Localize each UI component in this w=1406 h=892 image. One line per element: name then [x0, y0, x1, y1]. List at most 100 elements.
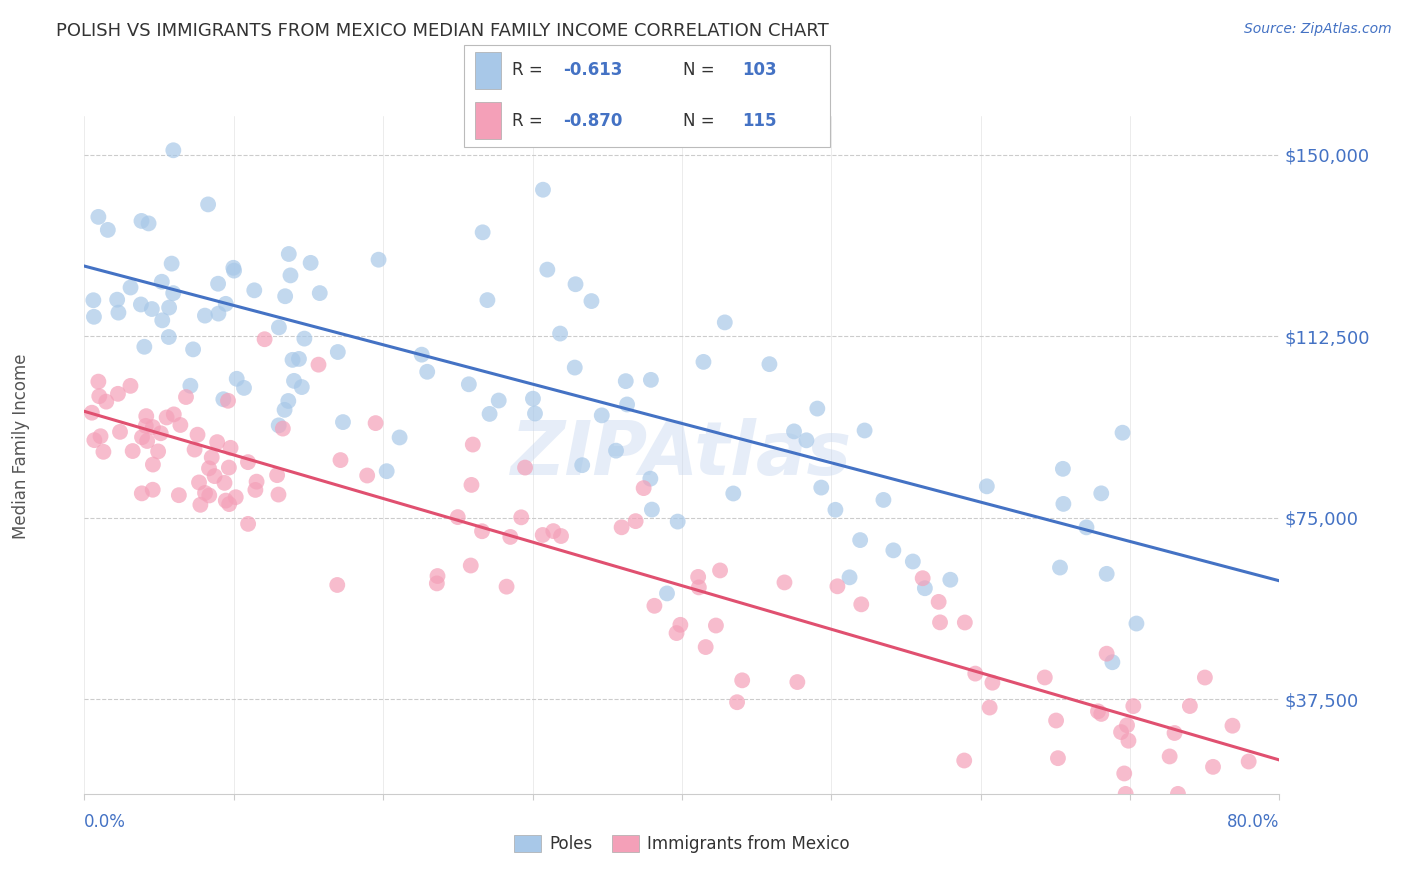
- Point: [488, 393, 510, 408]
- Point: [236, 455, 259, 469]
- Point: [725, 695, 748, 709]
- Point: [222, 263, 245, 277]
- Point: [87, 375, 110, 389]
- Text: R =: R =: [512, 112, 547, 129]
- Text: ZIPAtlas: ZIPAtlas: [512, 418, 852, 491]
- Point: [543, 524, 565, 538]
- Point: [183, 442, 205, 457]
- Point: [219, 441, 242, 455]
- Point: [89, 389, 111, 403]
- Point: [1046, 751, 1069, 765]
- Point: [90, 429, 112, 443]
- Point: [1116, 718, 1139, 732]
- Point: [274, 289, 297, 303]
- Text: N =: N =: [683, 112, 720, 129]
- Point: [643, 599, 665, 613]
- Point: [273, 402, 295, 417]
- Point: [605, 443, 627, 458]
- Point: [267, 320, 290, 334]
- Point: [953, 754, 976, 768]
- Point: [299, 256, 322, 270]
- Point: [142, 420, 165, 434]
- Point: [326, 345, 349, 359]
- Point: [280, 268, 302, 283]
- Point: [471, 524, 494, 539]
- Point: [457, 377, 479, 392]
- Point: [827, 579, 849, 593]
- Text: 103: 103: [742, 62, 776, 79]
- Point: [129, 297, 152, 311]
- Point: [308, 358, 330, 372]
- Point: [1076, 520, 1098, 534]
- Point: [411, 348, 433, 362]
- Point: [796, 434, 818, 448]
- Point: [616, 397, 638, 411]
- Text: 115: 115: [742, 112, 776, 129]
- Point: [1090, 486, 1112, 500]
- Point: [911, 571, 934, 585]
- Point: [356, 468, 378, 483]
- Point: [536, 262, 558, 277]
- Point: [169, 417, 191, 432]
- Point: [179, 378, 201, 392]
- Text: 0.0%: 0.0%: [84, 814, 127, 831]
- Point: [641, 502, 664, 516]
- Point: [134, 340, 156, 354]
- Point: [471, 225, 494, 239]
- Point: [522, 392, 544, 406]
- Point: [198, 461, 221, 475]
- Point: [82, 293, 104, 308]
- Point: [1111, 425, 1133, 440]
- Point: [157, 301, 180, 315]
- Point: [197, 197, 219, 211]
- Point: [138, 216, 160, 230]
- Point: [245, 475, 267, 489]
- Point: [783, 425, 806, 439]
- Point: [1122, 699, 1144, 714]
- Text: Median Family Income: Median Family Income: [13, 353, 30, 539]
- Point: [163, 408, 186, 422]
- Point: [120, 379, 142, 393]
- Point: [709, 564, 731, 578]
- Point: [979, 700, 1001, 714]
- Point: [97, 223, 120, 237]
- Point: [495, 580, 517, 594]
- Point: [83, 310, 105, 324]
- Point: [523, 407, 546, 421]
- Point: [105, 293, 128, 307]
- Point: [447, 510, 470, 524]
- Point: [1101, 655, 1123, 669]
- Point: [108, 425, 131, 439]
- Point: [205, 435, 228, 450]
- Point: [212, 392, 235, 407]
- Point: [564, 277, 586, 292]
- Point: [571, 458, 593, 472]
- Point: [640, 472, 662, 486]
- Point: [271, 421, 294, 435]
- Point: [267, 418, 290, 433]
- Point: [277, 247, 299, 261]
- Point: [731, 673, 754, 688]
- Point: [283, 374, 305, 388]
- Point: [87, 210, 110, 224]
- Point: [1090, 706, 1112, 721]
- Point: [460, 558, 482, 573]
- Point: [824, 503, 846, 517]
- Point: [218, 460, 240, 475]
- Point: [965, 666, 987, 681]
- Point: [222, 260, 245, 275]
- Text: 80.0%: 80.0%: [1227, 814, 1279, 831]
- Point: [157, 330, 180, 344]
- Point: [1095, 566, 1118, 581]
- Point: [853, 424, 876, 438]
- Point: [1163, 726, 1185, 740]
- Point: [550, 529, 572, 543]
- Point: [723, 486, 745, 500]
- Point: [591, 409, 613, 423]
- Point: [329, 453, 352, 467]
- Point: [245, 483, 267, 497]
- Point: [669, 617, 692, 632]
- Point: [292, 332, 315, 346]
- Point: [773, 575, 796, 590]
- Point: [426, 569, 449, 583]
